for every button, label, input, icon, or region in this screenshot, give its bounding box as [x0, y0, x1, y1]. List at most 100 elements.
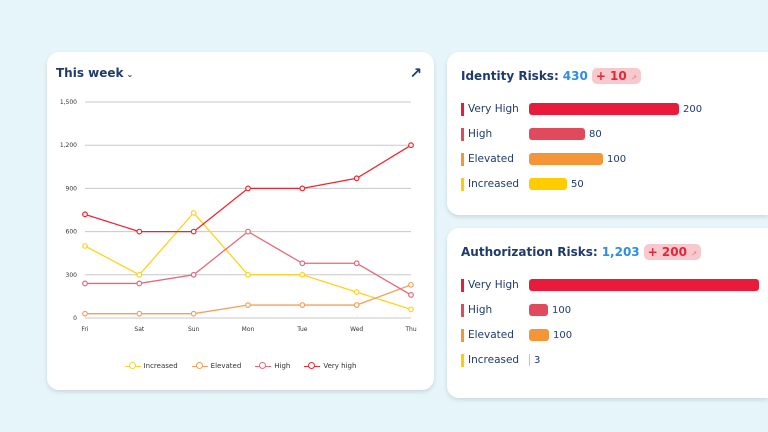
data-point [245, 302, 251, 308]
total-count: 1,203 [601, 245, 640, 259]
legend-item[interactable]: Very high [304, 362, 356, 370]
risk-bar [529, 279, 759, 291]
level-label: Increased [468, 354, 520, 366]
data-point [82, 280, 88, 287]
level-marker [461, 303, 464, 317]
risk-value: 100 [607, 153, 627, 165]
series-line-elevated [85, 284, 412, 315]
y-tick-label: 900 [66, 185, 78, 192]
data-point [190, 310, 197, 317]
data-point [299, 185, 306, 192]
risk-row-increased: Increased 3 [461, 353, 540, 367]
x-tick-label: Sat [134, 326, 144, 333]
x-tick-label: Thu [404, 326, 416, 333]
legend-item[interactable]: Elevated [191, 362, 242, 370]
change-badge: + 200 ↗ [643, 244, 702, 260]
y-tick-label: 0 [73, 315, 77, 322]
risk-bar [529, 304, 548, 316]
data-point [245, 228, 251, 235]
arrow-up-right-icon[interactable]: ↗ [409, 64, 422, 82]
level-marker [461, 353, 464, 367]
x-tick-label: Fri [81, 326, 88, 333]
risk-value: 3 [534, 354, 541, 366]
risk-bar [529, 153, 603, 165]
level-label: Increased [468, 178, 520, 190]
x-tick-label: Sun [188, 326, 200, 333]
data-point [299, 260, 306, 267]
data-point [353, 289, 360, 295]
card-title: Identity Risks: [461, 69, 559, 83]
data-point [353, 175, 360, 182]
legend-item[interactable]: Increased [124, 362, 178, 370]
chevron-down-icon: ⌄ [126, 70, 134, 79]
level-label: Elevated [468, 153, 514, 165]
legend-item[interactable]: High [255, 362, 290, 370]
change-badge: + 10 ↗ [591, 68, 641, 84]
data-point [299, 271, 306, 278]
line-chart: 0 300 600 900 1,200 1,500 Fri Sat Sun Mon Tue Wed Th… [60, 99, 417, 333]
weekly-trend-card: This week ⌄ ↗ 0 300 600 900 1,200 1,500 Fri Sat S… [47, 52, 434, 390]
data-point [245, 185, 251, 192]
risk-row-very-high: Very High 200 [461, 102, 702, 116]
data-point [299, 302, 306, 308]
data-point [190, 271, 197, 278]
chart-legend: Increased Elevated High Very high [47, 362, 434, 370]
level-label: Very High [468, 279, 519, 291]
level-marker [461, 127, 464, 141]
data-point [408, 292, 414, 298]
risk-bar [529, 103, 679, 115]
data-point [408, 281, 414, 288]
risk-row-high: High 100 [461, 303, 571, 317]
identity-risks-card: Identity Risks: 430 + 10 ↗ Very High 200 Hig… [447, 52, 768, 215]
risk-row-elevated: Elevated 100 [461, 152, 626, 166]
risk-value: 80 [589, 128, 602, 140]
y-tick-label: 300 [66, 272, 78, 279]
series-line-increased [84, 211, 412, 310]
data-point [408, 142, 414, 149]
risk-value: 100 [552, 304, 572, 316]
legend-label: Very high [323, 362, 357, 370]
x-tick-label: Wed [350, 326, 363, 333]
legend-marker-icon [124, 362, 141, 370]
legend-marker-icon [255, 362, 272, 370]
risk-row-high: High 80 [461, 127, 602, 141]
data-point [408, 306, 414, 313]
trend-up-icon: ↗ [630, 74, 637, 82]
data-point [82, 310, 88, 317]
y-tick-label: 600 [66, 229, 78, 236]
data-point [136, 228, 143, 235]
risk-value: 200 [683, 103, 703, 115]
legend-label: Increased [143, 362, 178, 370]
data-point [136, 310, 143, 317]
data-point [82, 211, 88, 218]
data-point [136, 271, 143, 278]
level-label: High [468, 304, 493, 316]
level-label: Elevated [468, 329, 514, 341]
legend-label: Elevated [210, 362, 242, 370]
legend-marker-icon [304, 362, 321, 370]
level-marker [461, 177, 464, 191]
risk-bar [529, 178, 567, 190]
level-marker [461, 102, 464, 116]
level-marker [461, 278, 464, 292]
y-tick-label: 1,200 [60, 142, 77, 149]
trend-up-icon: ↗ [691, 250, 698, 258]
period-label: This week [56, 66, 124, 80]
y-tick-label: 1,500 [60, 99, 77, 106]
x-tick-label: Tue [296, 326, 308, 333]
period-dropdown[interactable]: This week ⌄ [56, 66, 133, 80]
risk-bar [529, 128, 585, 140]
legend-label: High [274, 362, 291, 370]
data-point [353, 302, 360, 308]
risk-row-increased: Increased 50 [461, 177, 584, 191]
data-point [353, 260, 360, 267]
data-point [190, 209, 197, 216]
legend-marker-icon [191, 362, 208, 370]
x-tick-label: Mon [242, 326, 255, 333]
level-label: Very High [468, 103, 519, 115]
series-line-high [85, 230, 412, 296]
risk-value: 50 [571, 178, 584, 190]
data-point [245, 271, 251, 278]
risk-value: 100 [553, 329, 573, 341]
level-label: High [468, 128, 493, 140]
